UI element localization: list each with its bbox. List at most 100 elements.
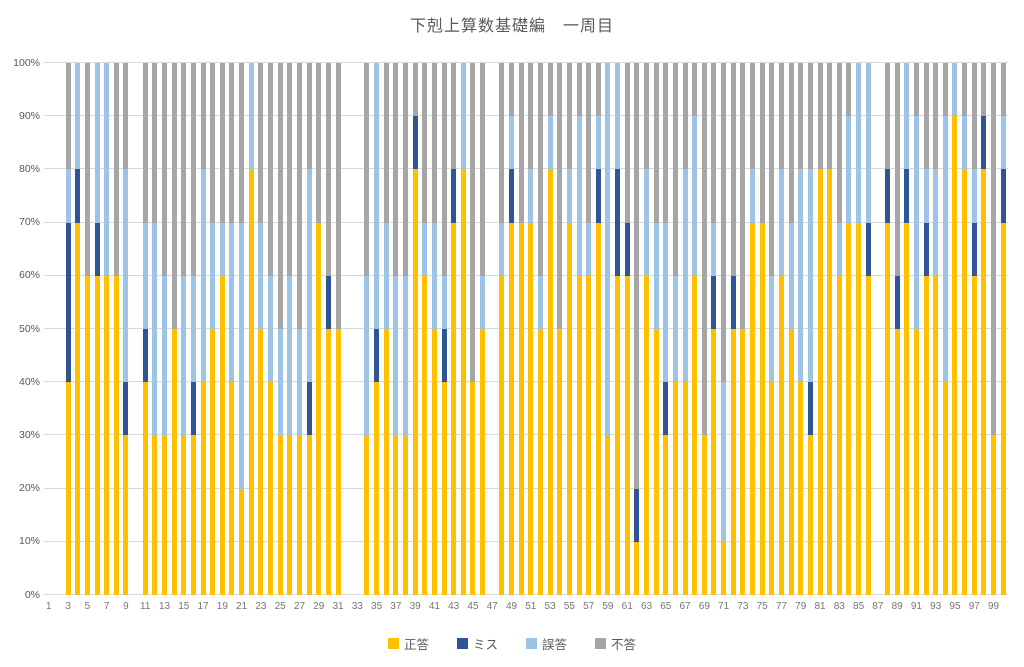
bar-90-segment-正答 — [904, 222, 910, 595]
bar-44 — [460, 63, 466, 595]
bar-49-segment-ミス — [509, 169, 515, 223]
x-tick-81: 81 — [814, 601, 826, 612]
bar-76-segment-不答 — [769, 63, 775, 276]
bar-80 — [807, 63, 813, 595]
bar-55-segment-正答 — [566, 222, 572, 595]
bar-83-segment-誤答 — [836, 222, 842, 276]
bar-72-segment-ミス — [730, 275, 736, 329]
bar-71 — [721, 63, 727, 595]
bar-67-segment-正答 — [682, 382, 688, 595]
bar-48 — [499, 63, 505, 595]
bar-49-segment-正答 — [509, 222, 515, 595]
bar-58-segment-ミス — [595, 169, 601, 223]
bar-45-segment-正答 — [470, 382, 476, 595]
plot-area — [44, 62, 1008, 595]
bar-30-segment-正答 — [325, 329, 331, 595]
bar-28-segment-不答 — [306, 63, 312, 170]
bar-54-segment-不答 — [557, 63, 563, 329]
y-tick-30: 30% — [18, 428, 40, 441]
bar-59-segment-誤答 — [605, 63, 611, 436]
bar-17-segment-正答 — [200, 382, 206, 595]
bar-13-segment-不答 — [162, 63, 167, 276]
bar-94-segment-不答 — [942, 63, 948, 117]
bar-97-segment-誤答 — [971, 169, 977, 223]
bar-68-segment-正答 — [692, 275, 698, 595]
bar-25-segment-正答 — [277, 435, 283, 595]
bar-56-segment-不答 — [576, 63, 582, 117]
bar-67-segment-誤答 — [682, 169, 688, 383]
bar-80-segment-正答 — [807, 435, 813, 595]
bar-78-segment-正答 — [788, 329, 794, 595]
bar-38-segment-不答 — [403, 63, 408, 276]
x-tick-59: 59 — [602, 601, 614, 612]
bar-43-segment-正答 — [451, 222, 457, 595]
bar-88-segment-ミス — [885, 169, 890, 223]
x-tick-9: 9 — [123, 601, 129, 612]
bar-35-segment-ミス — [374, 329, 380, 383]
bar-81 — [817, 63, 823, 595]
bar-68-segment-誤答 — [692, 116, 698, 276]
bar-20 — [229, 63, 235, 595]
bar-91-segment-正答 — [913, 329, 919, 595]
bar-74-segment-正答 — [750, 222, 756, 595]
bar-17 — [200, 63, 206, 595]
bar-98-segment-正答 — [981, 169, 987, 595]
bar-30-segment-ミス — [325, 275, 331, 329]
bar-54-segment-正答 — [557, 329, 563, 595]
bar-29-segment-正答 — [316, 222, 322, 595]
bar-96-segment-不答 — [962, 63, 968, 117]
bar-9 — [123, 63, 129, 595]
bar-93-segment-誤答 — [933, 169, 939, 276]
bar-97-segment-ミス — [971, 222, 977, 276]
bar-93-segment-正答 — [933, 275, 939, 595]
bar-85-segment-誤答 — [856, 63, 862, 223]
bar-58-segment-誤答 — [595, 116, 601, 170]
bar-99-segment-正答 — [991, 435, 997, 595]
bar-56-segment-正答 — [576, 275, 582, 595]
bar-40-segment-正答 — [422, 275, 428, 595]
bar-72 — [730, 63, 736, 595]
bar-62-segment-正答 — [634, 541, 640, 595]
y-tick-100: 100% — [13, 56, 40, 69]
bar-85 — [856, 63, 862, 595]
bar-18-segment-正答 — [210, 329, 216, 595]
x-tick-77: 77 — [775, 601, 788, 612]
bar-28-segment-ミス — [306, 382, 312, 436]
bar-40-segment-誤答 — [422, 222, 428, 276]
x-tick-91: 91 — [910, 601, 922, 612]
gridline-80 — [44, 168, 1008, 170]
bar-11-segment-ミス — [142, 329, 148, 383]
bar-26-segment-正答 — [287, 435, 293, 595]
bar-71-segment-誤答 — [721, 382, 727, 542]
gridline-60 — [44, 274, 1008, 276]
x-tick-73: 73 — [737, 601, 749, 612]
bar-77 — [778, 63, 784, 595]
bar-18-segment-不答 — [210, 63, 216, 223]
bar-84 — [846, 63, 852, 595]
bar-37-segment-不答 — [393, 63, 399, 276]
bar-69 — [701, 63, 707, 595]
bar-74 — [750, 63, 756, 595]
bar-59 — [605, 63, 611, 595]
bar-45-segment-不答 — [470, 63, 476, 383]
bar-79 — [798, 63, 804, 595]
legend-item-1: 正答 — [387, 634, 429, 653]
bar-93-segment-不答 — [933, 63, 939, 170]
bar-4-segment-誤答 — [75, 63, 81, 170]
bar-70 — [711, 63, 717, 595]
x-tick-37: 37 — [390, 601, 402, 612]
bar-79-segment-正答 — [798, 382, 804, 595]
bar-64-segment-正答 — [653, 329, 659, 595]
legend-item-2: ミス — [456, 634, 498, 653]
legend-label: 正答 — [403, 638, 429, 652]
bar-35 — [374, 63, 380, 595]
bar-43-segment-ミス — [451, 169, 457, 223]
bar-50-segment-不答 — [518, 63, 524, 223]
bar-86 — [865, 63, 871, 595]
bar-75 — [759, 63, 765, 595]
bar-16-segment-誤答 — [190, 275, 196, 383]
bar-65 — [663, 63, 669, 595]
bar-85-segment-正答 — [856, 222, 862, 595]
bar-50-segment-正答 — [518, 222, 524, 595]
